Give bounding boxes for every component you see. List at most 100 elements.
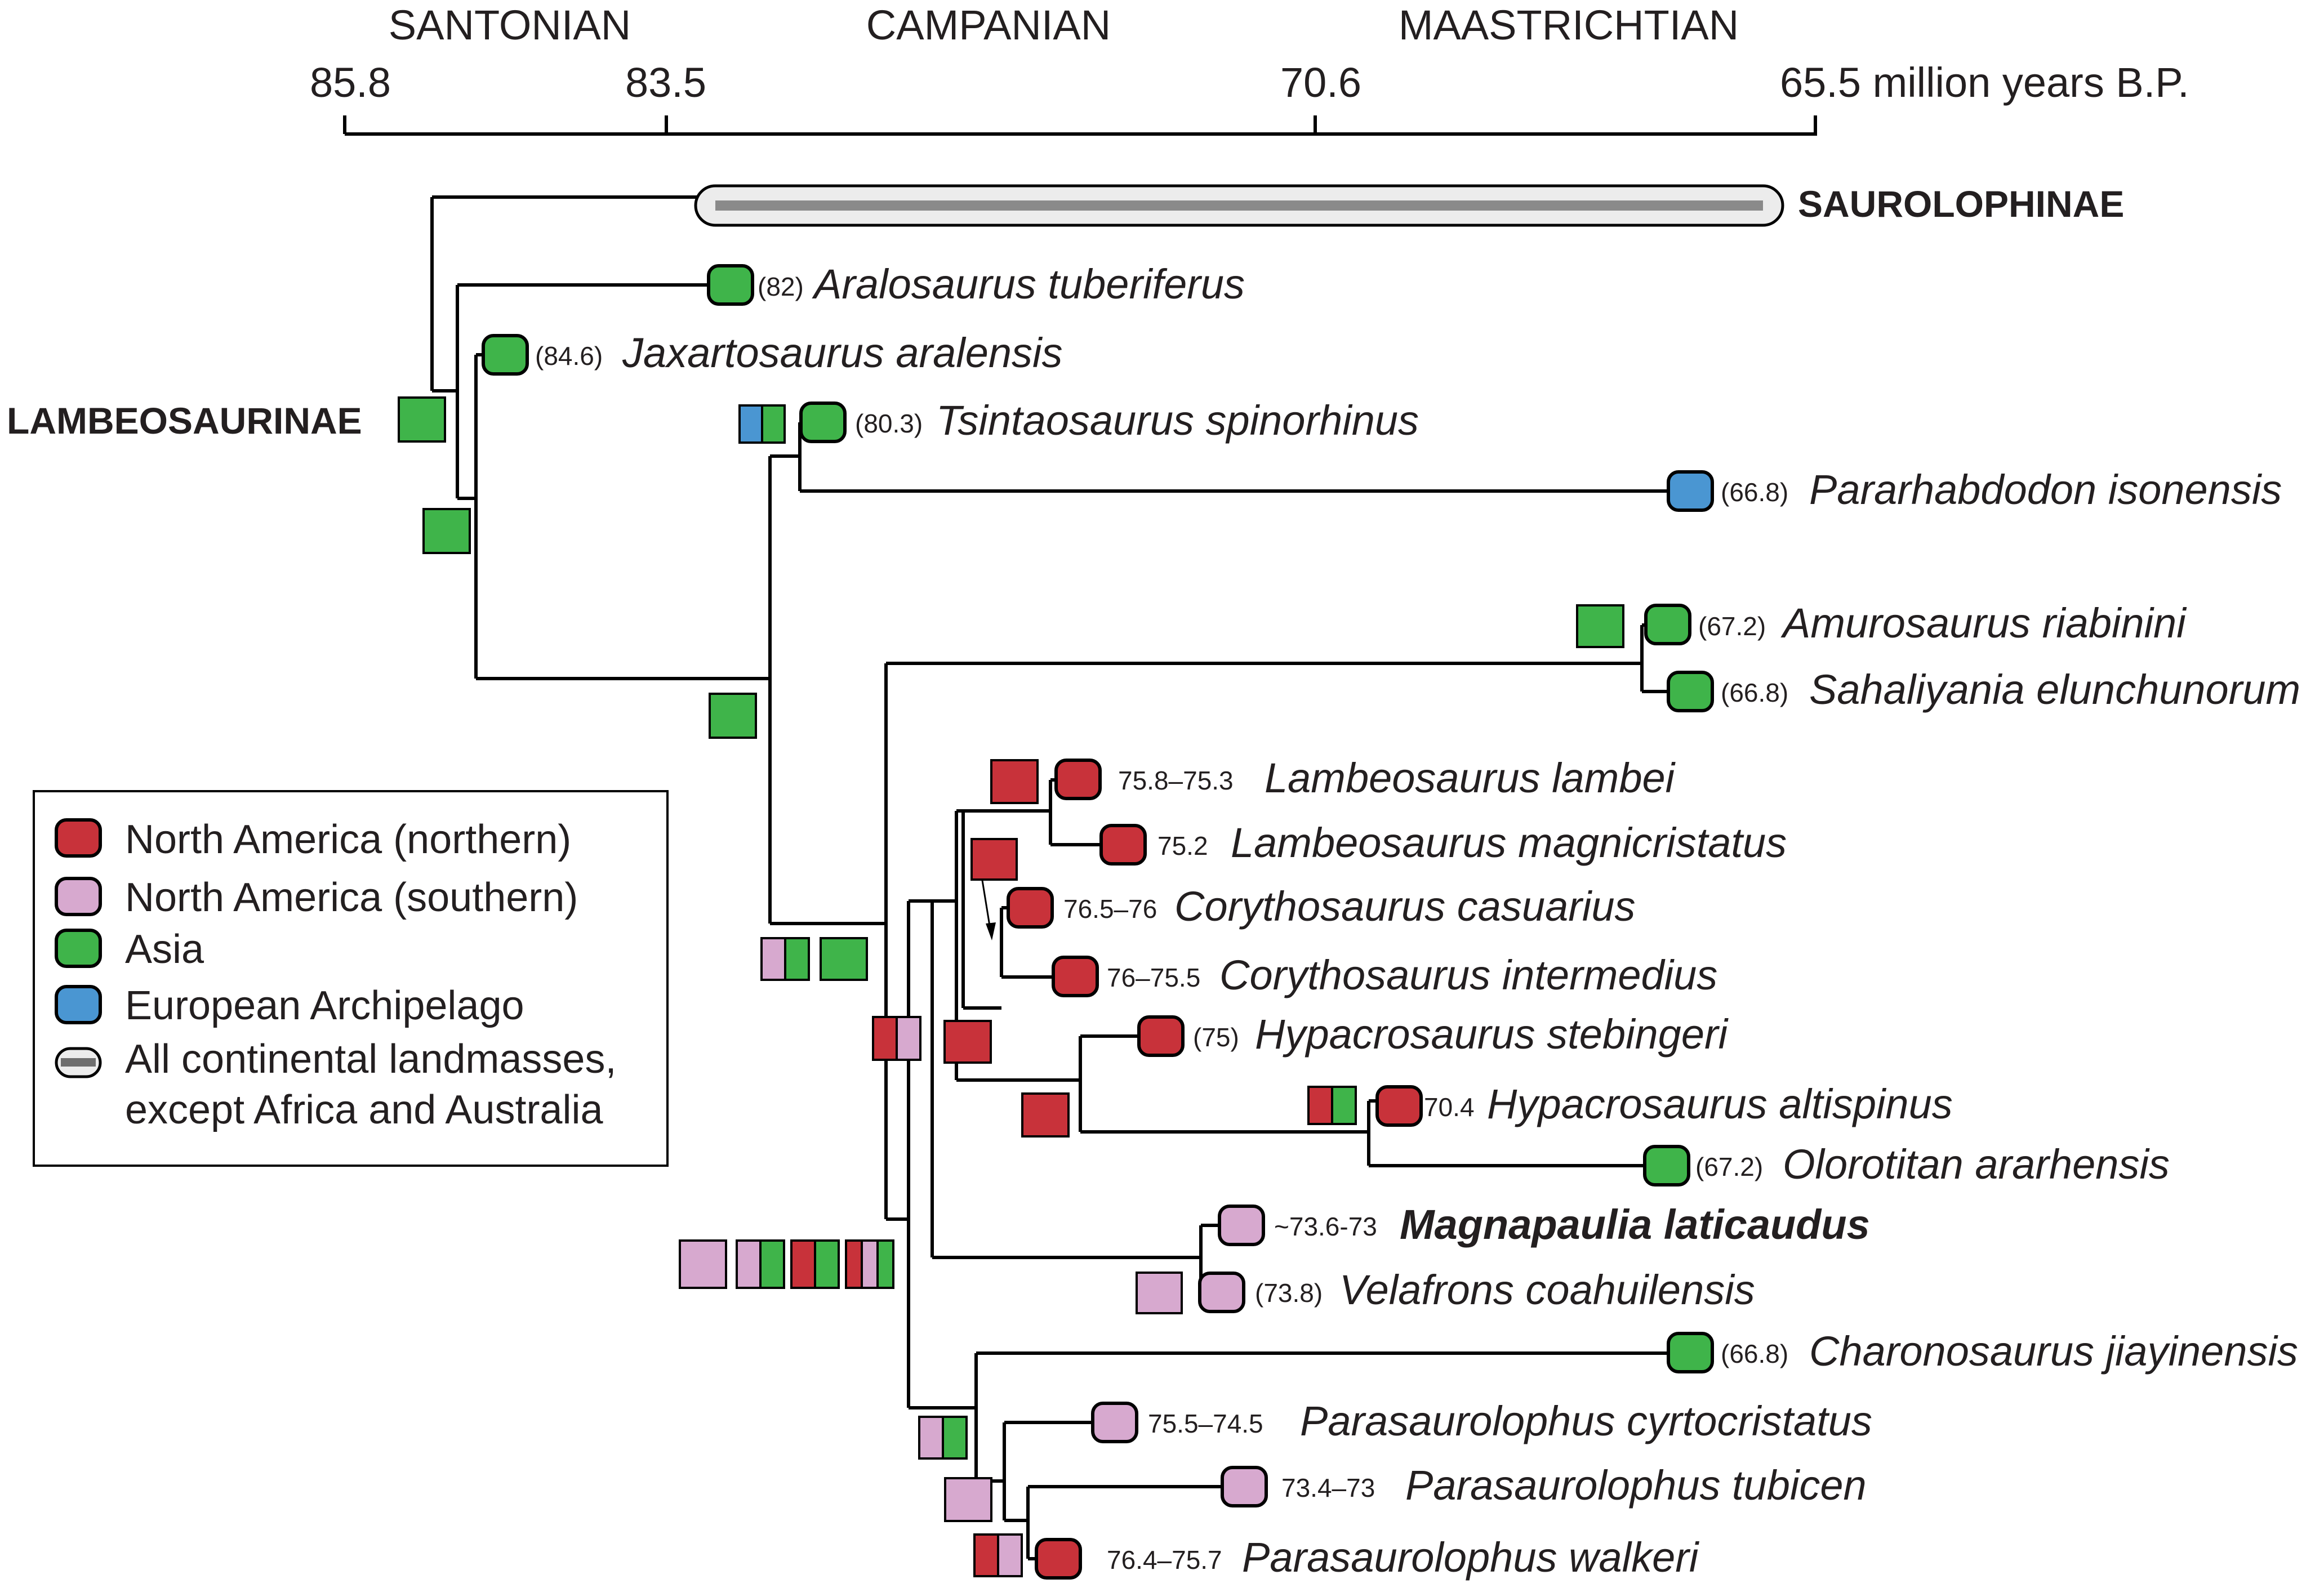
taxon-age: (67.2)	[1698, 612, 1766, 641]
region-pill-na-northern	[1054, 759, 1102, 800]
node-box-nasouth-asia	[784, 937, 810, 981]
node-box-asia	[422, 508, 471, 554]
node-box-nanorth-nasouth	[872, 1016, 898, 1061]
taxon-age: (73.8)	[1255, 1278, 1323, 1308]
legend: North America (northern) North America (…	[33, 790, 669, 1167]
node-box-nanorth-nasouth	[997, 1533, 1023, 1577]
legend-swatch-european-archipelago	[55, 985, 102, 1024]
taxon-name: Olorotitan ararhensis	[1783, 1141, 2170, 1188]
node-box-asia	[709, 693, 757, 739]
taxon-name: Parasaurolophus walkeri	[1242, 1534, 1700, 1581]
node-box-nanorth-asia	[790, 1239, 816, 1289]
node-box-nanorth-nasouth	[896, 1016, 921, 1061]
legend-label-na-southern: North America (southern)	[125, 875, 578, 920]
time-axis: SANTONIAN CAMPANIAN MAASTRICHTIAN 85.8 8…	[310, 2, 2189, 136]
legend-swatch-na-southern	[55, 877, 102, 916]
region-pill-na-northern	[1007, 887, 1054, 929]
taxon-name: Hypacrosaurus altispinus	[1487, 1081, 1953, 1127]
region-pill-na-northern	[1052, 956, 1099, 997]
period-label-santonian: SANTONIAN	[389, 2, 631, 48]
legend-label-european-archipelago: European Archipelago	[125, 983, 524, 1028]
taxon-age: ~73.6-73	[1274, 1212, 1377, 1241]
taxon-name: Aralosaurus tuberiferus	[812, 261, 1245, 307]
node-box-nanorth-nasouth-asia	[845, 1239, 863, 1289]
region-pill-na-northern	[1099, 824, 1147, 866]
dispersal-arrow-head	[986, 922, 996, 940]
node-box-nasouth-asia	[918, 1416, 944, 1460]
taxon-age: 73.4–73	[1281, 1473, 1375, 1502]
legend-swatch-na-northern	[55, 818, 102, 858]
region-pill-na-southern	[1218, 1205, 1265, 1246]
tick-label-85-8: 85.8	[310, 59, 391, 106]
taxon-name: Corythosaurus casuarius	[1174, 883, 1635, 930]
taxon-name: Lambeosaurus magnicristatus	[1231, 819, 1787, 866]
node-box-nasouth	[944, 1477, 992, 1522]
node-box-nanorth-nasouth	[973, 1533, 999, 1577]
taxon-age: 70.4	[1424, 1092, 1475, 1122]
taxon-age: (82)	[758, 272, 804, 301]
taxon-age: (75)	[1193, 1023, 1239, 1052]
node-box-europe-asia	[738, 404, 763, 444]
legend-label-all-landmasses-line2: except Africa and Australia	[125, 1087, 603, 1132]
taxon-age: 76–75.5	[1107, 963, 1200, 992]
node-box-nanorth-nasouth-asia	[861, 1239, 879, 1289]
legend-label-all-landmasses: All continental landmasses,	[125, 1037, 616, 1082]
node-box-nanorth	[1021, 1092, 1070, 1138]
node-box-asia	[1576, 604, 1624, 648]
taxon-age: (67.2)	[1695, 1152, 1763, 1181]
node-box-nanorth	[943, 1020, 992, 1064]
legend-swatch-asia	[55, 929, 102, 968]
region-pill-asia	[1667, 671, 1714, 712]
taxon-age: 75.2	[1157, 831, 1208, 860]
period-label-campanian: CAMPANIAN	[866, 2, 1111, 48]
region-pill-asia	[1643, 1145, 1690, 1186]
legend-frame	[33, 790, 669, 1167]
taxon-name: Charonosaurus jiayinensis	[1809, 1328, 2298, 1375]
period-label-maastrichtian: MAASTRICHTIAN	[1399, 2, 1739, 48]
tree-branches	[430, 195, 1668, 1560]
clade-label-saurolophinae: SAUROLOPHINAE	[1798, 183, 2124, 225]
node-box-nanorth	[970, 838, 1018, 881]
region-pill-asia	[707, 264, 754, 306]
region-pill-na-northern	[1137, 1015, 1185, 1057]
region-pill-na-northern	[1375, 1085, 1423, 1127]
node-box-nanorth	[990, 759, 1039, 804]
taxon-age: (66.8)	[1721, 478, 1788, 507]
region-pill-asia	[1644, 604, 1691, 645]
region-pill-na-southern	[1221, 1466, 1268, 1507]
taxon-name: Lambeosaurus lambei	[1265, 755, 1676, 801]
taxon-age: (80.3)	[855, 409, 923, 438]
taxon-name: Sahaliyania elunchunorum	[1809, 666, 2300, 713]
node-box-nasouth-asia	[760, 937, 786, 981]
node-box-nasouth	[679, 1239, 727, 1289]
taxon-age: 76.5–76	[1063, 894, 1157, 924]
legend-label-asia: Asia	[125, 927, 204, 972]
tick-label-83-5: 83.5	[625, 59, 706, 106]
region-pill-asia	[482, 334, 529, 376]
region-pill-na-southern	[1198, 1272, 1245, 1313]
node-box-nasouth-asia	[942, 1416, 968, 1460]
node-box-asia	[820, 937, 868, 981]
node-box-asia	[398, 396, 446, 443]
node-box-nasouth-asia	[759, 1239, 785, 1289]
ancestral-area-boxes	[398, 396, 1624, 1577]
taxon-age: 75.5–74.5	[1148, 1409, 1263, 1438]
taxon-name: Parasaurolophus cyrtocristatus	[1300, 1398, 1872, 1444]
node-box-nasouth	[1136, 1272, 1183, 1314]
node-box-nanorth-asia	[814, 1239, 840, 1289]
tick-label-65-5: 65.5 million years B.P.	[1780, 59, 2189, 106]
taxon-name-highlighted: Magnapaulia laticaudus	[1400, 1201, 1870, 1248]
region-pill-na-northern	[1035, 1538, 1082, 1580]
region-pill-european-archipelago	[1667, 470, 1714, 512]
taxon-name: Pararhabdodon isonensis	[1809, 466, 2282, 513]
tick-label-70-6: 70.6	[1280, 59, 1361, 106]
taxon-age: 75.8–75.3	[1118, 766, 1234, 795]
taxon-name: Parasaurolophus tubicen	[1405, 1462, 1867, 1509]
node-box-nanorth-asia	[1307, 1086, 1333, 1125]
node-box-nanorth-asia	[1331, 1086, 1357, 1125]
clade-label-lambeosaurinae: LAMBEOSAURINAE	[7, 400, 362, 441]
legend-swatch-all-landmasses-bar	[61, 1058, 96, 1067]
taxon-name: Jaxartosaurus aralensis	[622, 329, 1062, 376]
taxon-name: Velafrons coahuilensis	[1339, 1266, 1755, 1313]
